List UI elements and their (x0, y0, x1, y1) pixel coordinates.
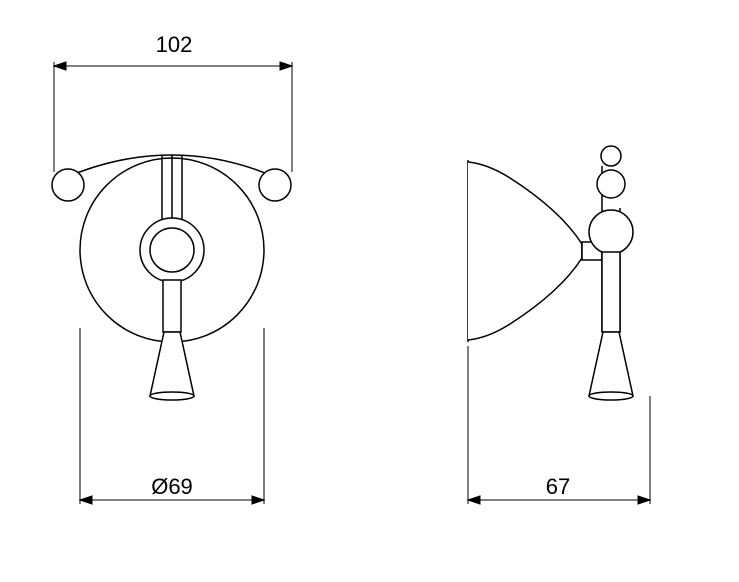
arrow-left-bl (80, 496, 92, 504)
hook-cone-side (589, 332, 633, 396)
dim-label-depth: 67 (546, 474, 570, 499)
hook-cone-base (150, 392, 194, 400)
left-ball (52, 169, 84, 201)
base-profile (468, 162, 582, 340)
arrow-left-top (54, 62, 66, 70)
mid-ball-side (597, 170, 625, 198)
arrow-left-br (468, 496, 480, 504)
hook-cone-base-side (589, 392, 633, 400)
technical-drawing: 102 Ø69 67 (0, 0, 739, 582)
side-view (468, 146, 633, 400)
right-ball (259, 169, 291, 201)
hook-cone (150, 332, 194, 396)
top-ball-side (601, 146, 621, 166)
stem-lower-side (602, 252, 620, 332)
stem (163, 280, 181, 332)
arrow-right-br (638, 496, 650, 504)
dim-label-width: 102 (156, 32, 193, 57)
arrow-right-top (280, 62, 292, 70)
arrow-right-bl (252, 496, 264, 504)
dim-label-diameter: Ø69 (151, 474, 193, 499)
big-ball-side (589, 210, 633, 254)
front-view (52, 155, 291, 400)
